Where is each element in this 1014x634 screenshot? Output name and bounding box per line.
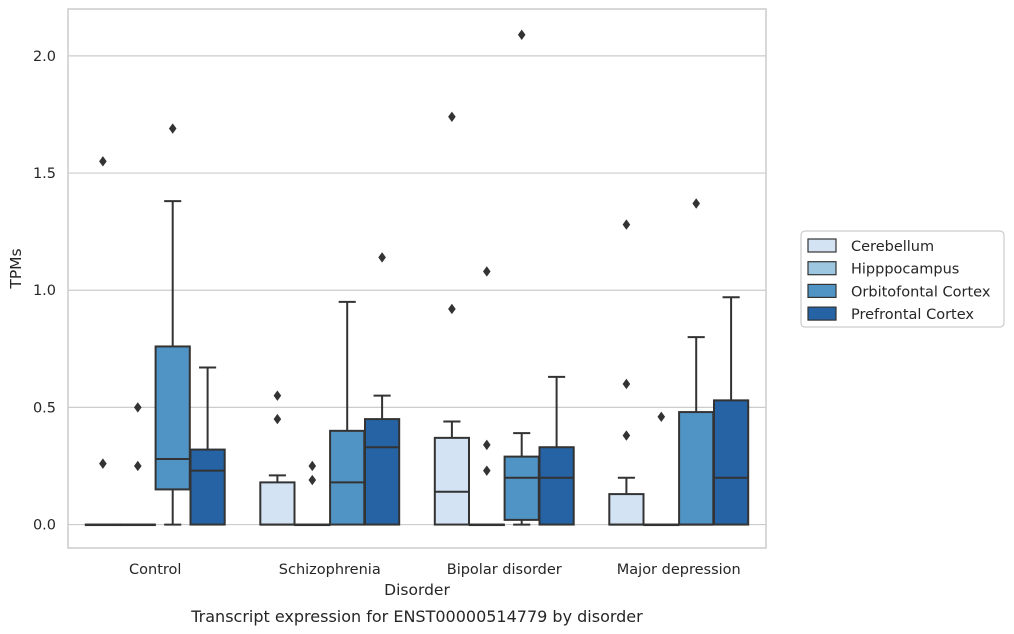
box-body bbox=[259, 481, 296, 526]
legend-label: Prefrontal Cortex bbox=[851, 307, 974, 323]
box bbox=[643, 411, 680, 527]
box bbox=[189, 366, 226, 526]
box-series bbox=[84, 29, 750, 527]
series-orbitofontal-cortex bbox=[154, 29, 715, 526]
x-tick-label: Control bbox=[129, 562, 181, 578]
outlier-point bbox=[273, 390, 282, 401]
outlier-point bbox=[378, 252, 386, 263]
legend-label: Cerebellum bbox=[851, 239, 934, 255]
outlier-point bbox=[308, 460, 317, 472]
legend-swatch bbox=[807, 283, 837, 298]
y-axis-label: TPMs bbox=[7, 248, 25, 289]
legend-swatch bbox=[807, 238, 837, 253]
legend-swatch bbox=[807, 306, 837, 321]
box-body bbox=[608, 493, 645, 526]
box-body bbox=[189, 448, 226, 526]
box-body bbox=[154, 345, 191, 491]
outlier-point bbox=[134, 460, 142, 472]
box bbox=[468, 266, 505, 527]
legend-label: Hipppocampus bbox=[851, 262, 959, 278]
box-body bbox=[433, 436, 471, 526]
x-tick-label: Schizophrenia bbox=[279, 562, 381, 578]
x-tick-labels: Control Schizophrenia Bipolar disorder Majo… bbox=[129, 562, 741, 578]
outlier-point bbox=[168, 123, 177, 134]
legend: Cerebellum Hipppocampus Orbitofontal Corte… bbox=[800, 230, 1005, 328]
box-body bbox=[503, 455, 540, 521]
outlier-point bbox=[657, 411, 666, 422]
box-body bbox=[678, 411, 715, 526]
outlier-point bbox=[134, 402, 142, 413]
box bbox=[259, 390, 296, 526]
outlier-point bbox=[692, 198, 700, 209]
box bbox=[119, 402, 156, 527]
legend-label: Orbitofontal Cortex bbox=[851, 284, 991, 300]
x-tick-label: Bipolar disorder bbox=[447, 562, 562, 578]
chart-caption: Transcript expression for ENST0000051477… bbox=[190, 607, 643, 626]
outlier-point bbox=[273, 413, 282, 425]
outlier-point bbox=[483, 266, 491, 277]
outlier-point bbox=[448, 111, 456, 122]
x-axis-label: Disorder bbox=[384, 581, 450, 599]
box bbox=[84, 156, 122, 527]
legend-frame bbox=[800, 230, 1005, 328]
box bbox=[433, 111, 471, 526]
y-tick-labels: 0.0 0.5 1.0 1.5 2.0 bbox=[33, 49, 56, 534]
box-body bbox=[712, 399, 750, 526]
box bbox=[363, 252, 401, 526]
box bbox=[503, 29, 540, 526]
outlier-point bbox=[308, 474, 317, 486]
outlier-point bbox=[622, 378, 631, 390]
y-tick-label: 0.5 bbox=[33, 400, 56, 416]
legend-swatch bbox=[807, 261, 837, 276]
outlier-point bbox=[517, 29, 526, 40]
x-tick-label: Major depression bbox=[617, 562, 741, 578]
outlier-point bbox=[622, 219, 631, 230]
plot-frame bbox=[67, 8, 767, 549]
y-tick-label: 2.0 bbox=[33, 49, 56, 65]
outlier-point bbox=[483, 465, 491, 476]
outlier-point bbox=[448, 303, 456, 315]
y-tick-label: 1.0 bbox=[33, 283, 56, 299]
y-tick-label: 0.0 bbox=[33, 518, 56, 534]
box bbox=[608, 219, 645, 526]
box bbox=[712, 296, 750, 526]
y-tick-label: 1.5 bbox=[33, 166, 56, 182]
outlier-point bbox=[99, 458, 107, 469]
series-prefrontal-cortex bbox=[189, 252, 750, 526]
series-cerebellum bbox=[84, 111, 645, 527]
outlier-point bbox=[622, 430, 631, 441]
box-body bbox=[363, 418, 401, 526]
box-body bbox=[538, 446, 575, 526]
box bbox=[538, 375, 575, 526]
box-body bbox=[329, 429, 366, 526]
series-hipppocampus bbox=[119, 266, 680, 527]
box bbox=[154, 123, 191, 526]
box bbox=[329, 300, 366, 526]
outlier-point bbox=[99, 156, 107, 167]
outlier-point bbox=[483, 439, 491, 451]
